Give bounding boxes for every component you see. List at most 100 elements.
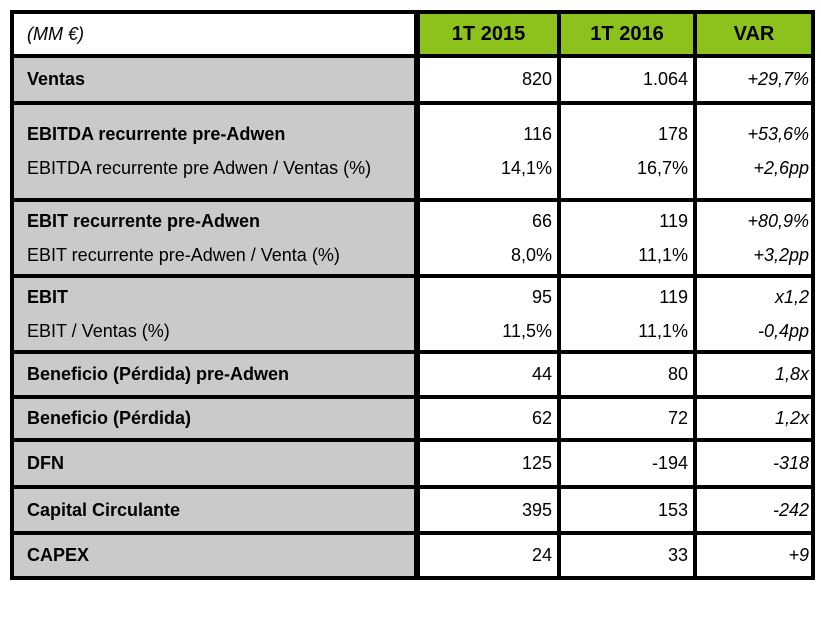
value-1t2015: 44 (415, 350, 561, 399)
value-text: +53,6% (747, 124, 809, 144)
value-text: 66 (531, 210, 552, 231)
value-text: 119 (659, 210, 688, 231)
value-var: 1,8x (693, 350, 815, 399)
value-var: x1,2 -0,4pp (693, 274, 815, 354)
value-1t2016: 80 (557, 350, 697, 399)
value-text: 153 (657, 499, 688, 520)
value-1t2015: 66 8,0% (415, 198, 561, 278)
value-1t2016: 72 (557, 395, 697, 442)
table-row: Capital Circulante 395 153 -242 (10, 485, 815, 535)
value-text: 80 (667, 364, 688, 384)
column-header-var: VAR (693, 10, 815, 58)
value-1t2016: 119 11,1% (557, 198, 697, 278)
value-text: 119 (659, 286, 688, 307)
value-1t2015: 125 (415, 438, 561, 489)
value-var: +80,9% +3,2pp (693, 198, 815, 278)
value-text: 11,1% (638, 244, 688, 265)
row-label-cell: EBITDA recurrente pre-Adwen EBITDA recur… (10, 101, 420, 202)
value-1t2016: 178 16,7% (557, 101, 697, 202)
value-1t2015: 395 (415, 485, 561, 535)
value-1t2016: 119 11,1% (557, 274, 697, 354)
value-text: 95 (531, 286, 552, 307)
value-text: 11,1% (638, 320, 688, 341)
value-text: 116 (523, 124, 552, 144)
value-text: 1.064 (642, 69, 688, 89)
row-label-cell: Ventas (10, 54, 420, 105)
value-1t2015: 95 11,5% (415, 274, 561, 354)
header-row: (MM €) 1T 2015 1T 2016 VAR (10, 10, 815, 58)
value-text: +29,7% (747, 69, 809, 89)
value-text: 395 (521, 499, 552, 520)
unit-label: (MM €) (27, 23, 84, 44)
table-row: Beneficio (Pérdida) pre-Adwen 44 80 1,8x (10, 350, 815, 399)
row-label-cell: DFN (10, 438, 420, 489)
row-label: EBITDA recurrente pre-Adwen (27, 124, 286, 144)
table-row: EBIT recurrente pre-Adwen EBIT recurrent… (10, 198, 815, 278)
page: (MM €) 1T 2015 1T 2016 VAR Ventas 820 1.… (10, 10, 815, 580)
value-text: 72 (667, 408, 688, 428)
value-text: 24 (531, 545, 552, 565)
row-label: CAPEX (27, 545, 90, 565)
value-text: -194 (651, 453, 688, 473)
value-1t2016: 153 (557, 485, 697, 535)
row-label: DFN (27, 453, 64, 473)
value-text: 178 (657, 124, 688, 144)
row-label: Beneficio (Pérdida) (27, 408, 192, 428)
row-sublabel: EBIT / Ventas (%) (27, 320, 170, 341)
value-text: 16,7% (636, 158, 688, 178)
row-sublabel: EBIT recurrente pre-Adwen / Venta (%) (27, 244, 340, 265)
unit-cell: (MM €) (10, 10, 420, 58)
value-text: 8,0% (510, 244, 552, 265)
row-label-cell: EBIT recurrente pre-Adwen EBIT recurrent… (10, 198, 420, 278)
value-1t2015: 62 (415, 395, 561, 442)
value-text: x1,2 (774, 286, 809, 307)
value-text: 14,1% (500, 158, 552, 178)
value-text: 125 (521, 453, 552, 473)
row-label: Capital Circulante (27, 499, 181, 520)
financial-results-table: (MM €) 1T 2015 1T 2016 VAR Ventas 820 1.… (10, 10, 815, 580)
row-label-cell: Beneficio (Pérdida) pre-Adwen (10, 350, 420, 399)
value-var: +29,7% (693, 54, 815, 105)
value-var: -318 (693, 438, 815, 489)
row-label-cell: Beneficio (Pérdida) (10, 395, 420, 442)
value-text: +80,9% (747, 210, 809, 231)
row-label-cell: CAPEX (10, 531, 420, 580)
value-text: 62 (531, 408, 552, 428)
value-1t2016: -194 (557, 438, 697, 489)
value-text: 44 (531, 364, 552, 384)
table-row: CAPEX 24 33 +9 (10, 531, 815, 580)
value-1t2015: 116 14,1% (415, 101, 561, 202)
value-1t2016: 1.064 (557, 54, 697, 105)
value-var: -242 (693, 485, 815, 535)
value-1t2015: 820 (415, 54, 561, 105)
row-sublabel: EBITDA recurrente pre Adwen / Ventas (%) (27, 158, 372, 178)
value-text: 11,5% (502, 320, 552, 341)
value-text: 820 (521, 69, 552, 89)
row-label: Ventas (27, 69, 86, 89)
table-row: Ventas 820 1.064 +29,7% (10, 54, 815, 105)
table-row: EBIT EBIT / Ventas (%) 95 11,5% 119 11,1… (10, 274, 815, 354)
value-text: -0,4pp (757, 320, 809, 341)
row-label-cell: EBIT EBIT / Ventas (%) (10, 274, 420, 354)
row-label: EBIT (27, 286, 69, 307)
value-1t2015: 24 (415, 531, 561, 580)
row-label: EBIT recurrente pre-Adwen (27, 210, 261, 231)
value-text: 1,8x (774, 364, 809, 384)
column-header-1t2015: 1T 2015 (415, 10, 561, 58)
value-text: -318 (772, 453, 809, 473)
row-label: Beneficio (Pérdida) pre-Adwen (27, 364, 290, 384)
value-text: -242 (772, 499, 809, 520)
value-var: +53,6% +2,6pp (693, 101, 815, 202)
value-text: +3,2pp (753, 244, 809, 265)
value-text: 33 (667, 545, 688, 565)
table-row: Beneficio (Pérdida) 62 72 1,2x (10, 395, 815, 442)
value-var: +9 (693, 531, 815, 580)
value-text: +2,6pp (753, 158, 809, 178)
column-header-1t2016: 1T 2016 (557, 10, 697, 58)
value-text: +9 (788, 545, 809, 565)
table-row: DFN 125 -194 -318 (10, 438, 815, 489)
value-1t2016: 33 (557, 531, 697, 580)
row-label-cell: Capital Circulante (10, 485, 420, 535)
value-var: 1,2x (693, 395, 815, 442)
table-row: EBITDA recurrente pre-Adwen EBITDA recur… (10, 101, 815, 202)
